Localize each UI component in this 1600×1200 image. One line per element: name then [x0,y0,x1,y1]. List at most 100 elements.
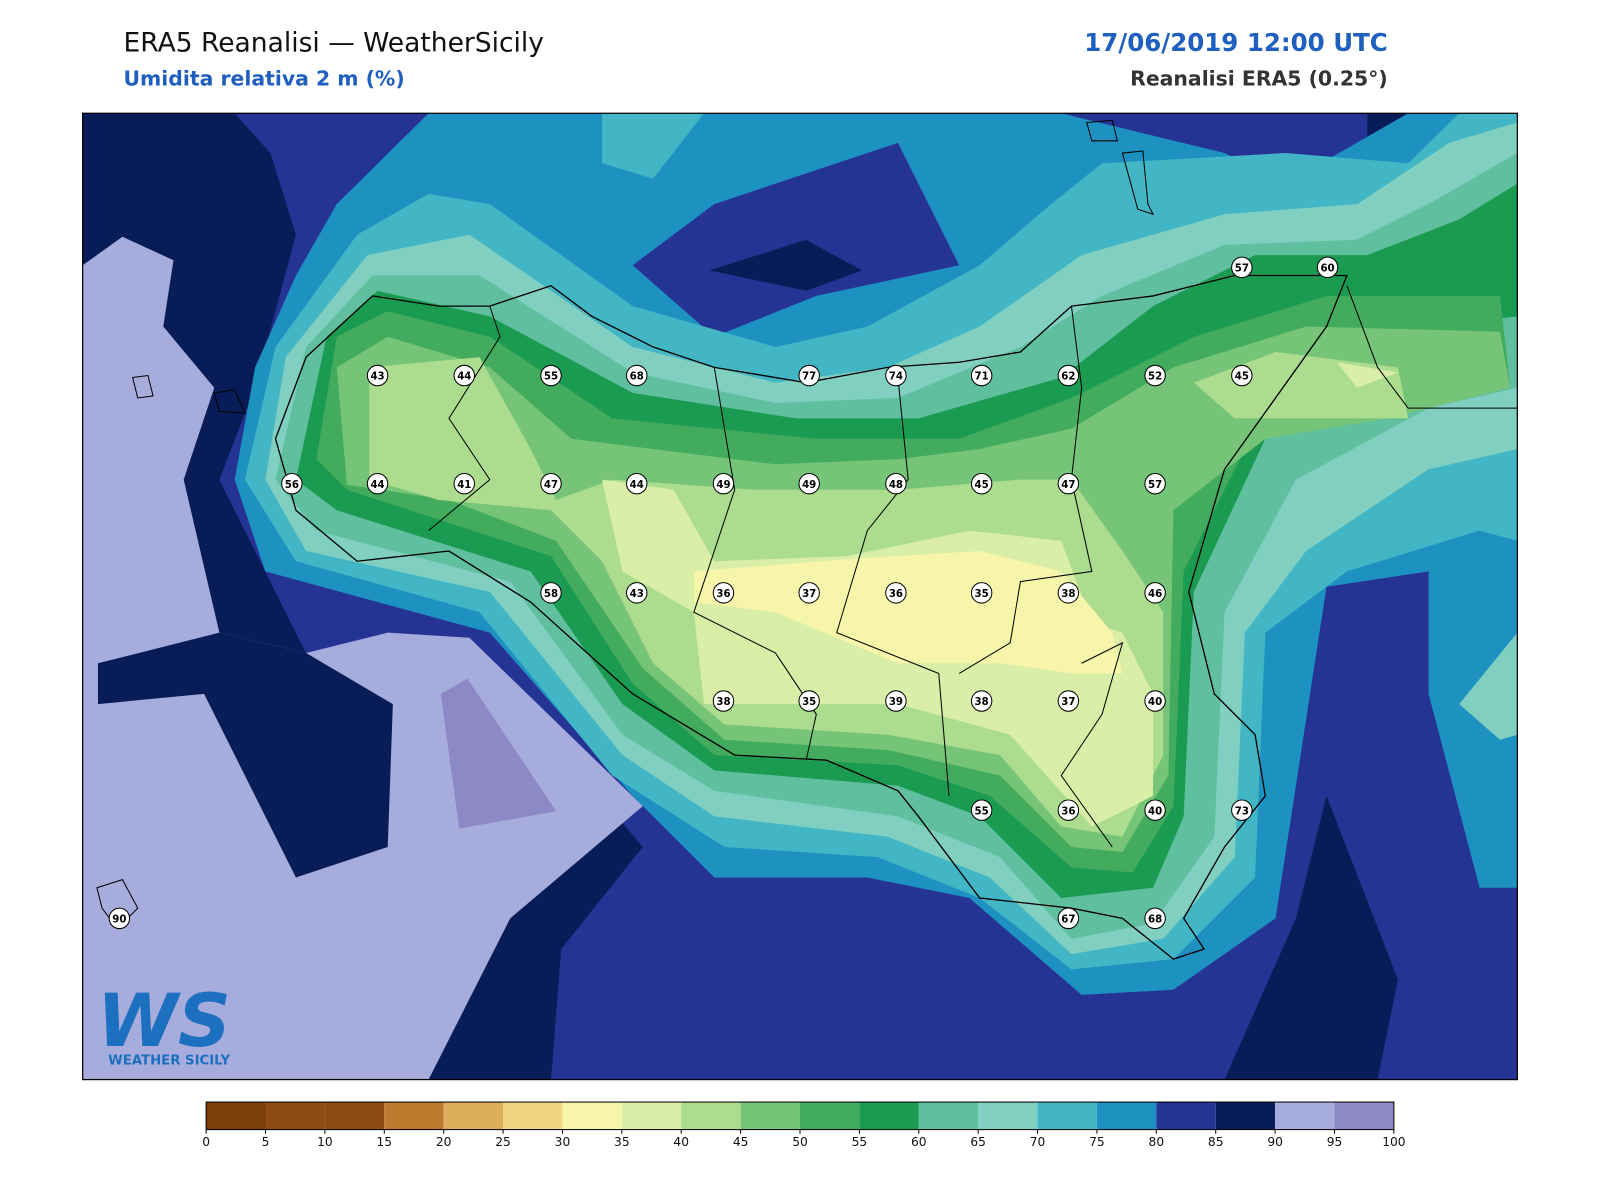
station-marker [1057,690,1080,712]
station-value: 38 [975,697,989,708]
station-value: 71 [975,372,989,383]
station-value: 36 [716,589,730,600]
station-marker [453,472,475,495]
station-value: 68 [630,372,644,383]
station-marker [540,472,562,495]
station-value: 62 [1061,372,1075,383]
contour-area [709,239,863,291]
station-marker [1057,907,1080,930]
colorbar-segment [1156,1102,1216,1130]
colorbar-segment [1037,1102,1097,1130]
station-marker [1231,364,1253,387]
station-marker [1144,907,1166,930]
station-marker [712,690,735,712]
colorbar-segment [324,1102,385,1130]
contour-area [1459,632,1518,740]
colorbar-segment [443,1102,504,1130]
colorbar-segment [206,1102,266,1130]
colorbar-tick-label: 100 [1382,1135,1405,1149]
station-value: 36 [1061,806,1075,817]
station-value: 48 [889,480,903,491]
station-value: 47 [544,480,558,491]
station-value: 56 [285,480,299,491]
station-value: 44 [370,480,384,491]
station-value: 73 [1235,806,1249,817]
station-value: 38 [716,697,730,708]
station-marker [885,582,907,604]
station-value: 58 [544,589,558,600]
contour-area [632,142,960,337]
map [82,113,1518,1080]
station-marker [798,690,820,712]
source: Reanalisi ERA5 (0.25°) [1130,67,1388,91]
border [836,377,950,796]
station-marker [1057,472,1080,495]
title: ERA5 Reanalisi — WeatherSicily [123,27,544,58]
station-marker [970,799,993,821]
border [1060,641,1124,848]
colorbar-segment [859,1102,919,1130]
island [1086,119,1119,142]
station-marker [1144,364,1166,387]
colorbar-segment [800,1102,860,1130]
station-marker [885,364,907,387]
station-marker [885,472,907,495]
station-marker [540,364,562,387]
colorbar-tick-label: 45 [733,1135,749,1149]
colorbar-tick-label: 60 [911,1135,927,1149]
station-value: 40 [1148,806,1162,817]
border [693,367,817,761]
station-value: 43 [630,589,644,600]
map-frame [82,112,1518,1081]
colorbar-tick-label: 70 [1030,1135,1046,1149]
station-marker [281,472,303,495]
colorbar-segment [621,1102,682,1130]
contour-area [440,678,557,829]
station-value: 68 [1148,914,1162,925]
station-marker [1057,582,1080,604]
contour-area [693,551,1123,674]
colorbar-tick-label: 90 [1267,1135,1283,1149]
border [958,306,1093,674]
colorbar-segment [978,1102,1038,1130]
station-value: 40 [1148,697,1162,708]
station-value: 44 [630,480,644,491]
station-value: 38 [1061,589,1075,600]
colorbar-segment [384,1102,444,1130]
colorbar-segment [1215,1102,1276,1130]
station-value: 35 [975,589,989,600]
colorbar-tick-label: 80 [1149,1135,1165,1149]
station-value: 57 [1235,263,1249,274]
colorbar-segment [562,1102,622,1130]
station-value: 36 [889,589,903,600]
station-marker [970,690,993,712]
station-marker [453,364,475,387]
station-marker [1231,256,1253,279]
station-value: 67 [1061,914,1075,925]
station-value: 49 [716,480,730,491]
station-marker [626,582,648,604]
station-value: 49 [802,480,816,491]
logo-text: WEATHER SICILY [108,1053,230,1068]
station-marker [970,472,993,495]
station-value: 74 [889,372,903,383]
station-value: 39 [889,697,903,708]
island [213,389,246,414]
colorbar-tick-label: 5 [262,1135,270,1149]
colorbar-tick-label: 85 [1208,1135,1224,1149]
colorbar-segment [265,1102,325,1130]
colorbar-tick-label: 30 [555,1135,571,1149]
contour-area [1336,362,1398,388]
colorbar-tick-label: 10 [317,1135,333,1149]
border [428,305,501,532]
coastline [274,274,1348,960]
datetime: 17/06/2019 12:00 UTC [1084,28,1388,57]
station-marker [712,582,735,604]
station-marker [1144,690,1166,712]
station-marker [1057,799,1080,821]
station-marker [366,364,389,387]
colorbar-segment [1096,1102,1157,1130]
colorbar-tick-label: 55 [852,1135,868,1149]
station-value: 77 [802,372,816,383]
